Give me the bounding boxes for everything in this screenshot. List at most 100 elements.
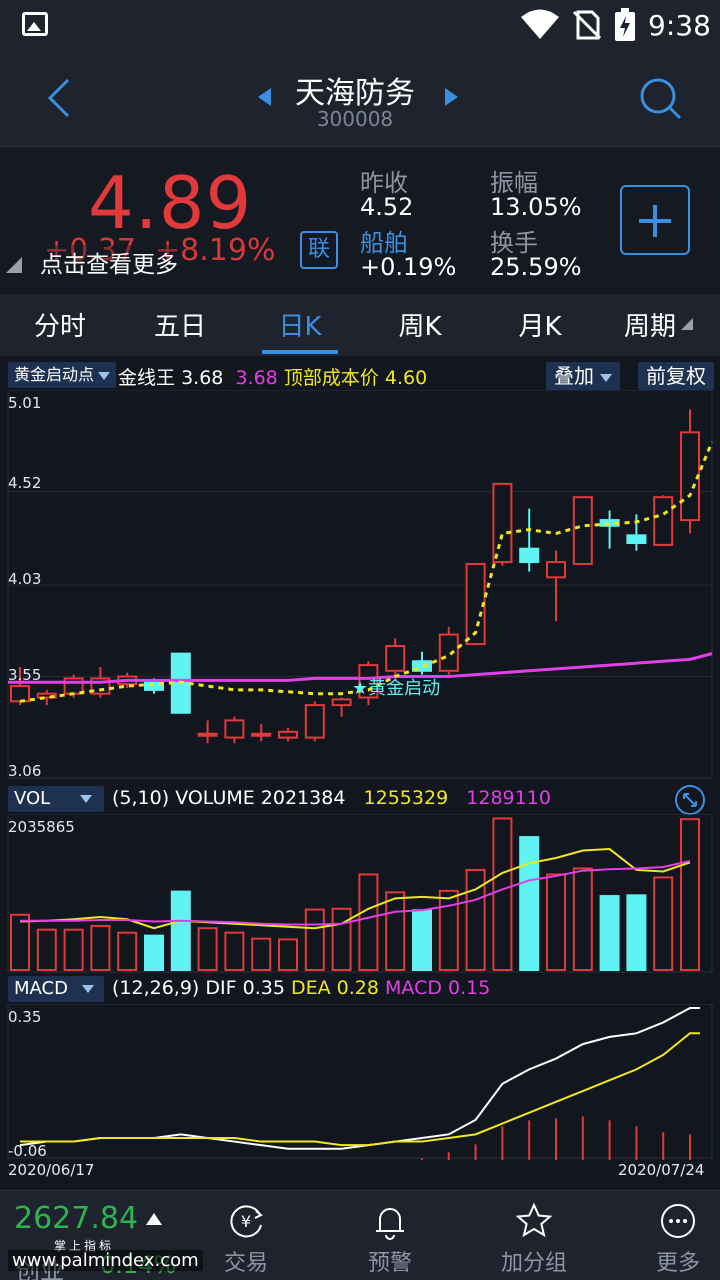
- back-arrow-icon[interactable]: [42, 78, 78, 118]
- chart-frame: [7, 390, 713, 779]
- expand-corner-icon[interactable]: [6, 257, 22, 273]
- next-stock-icon[interactable]: [444, 88, 458, 106]
- volume-bar: [10, 913, 30, 971]
- candle-body: [331, 698, 352, 707]
- tab-weekly-k[interactable]: 周K: [398, 312, 442, 342]
- vol-ma10-line: [20, 860, 691, 926]
- nav-add-group-label: 加分组: [500, 1251, 567, 1276]
- quote-panel[interactable]: 4.89 +0.37 +8.19% 点击查看更多 联 昨收 4.52 船舶 +0…: [0, 146, 720, 292]
- volume-bar: [572, 867, 593, 971]
- tab-intraday[interactable]: 分时: [33, 312, 86, 342]
- candle-body: [278, 730, 298, 739]
- volume-bar: [331, 907, 352, 971]
- candle-body: [36, 692, 57, 699]
- macd-params: (12,26,9): [112, 977, 200, 999]
- index-value[interactable]: 2627.84: [14, 1201, 139, 1236]
- tab-period[interactable]: 周期: [623, 312, 676, 342]
- volume-bar: [358, 873, 379, 972]
- tab-five-day[interactable]: 五日: [153, 312, 206, 342]
- lian-button[interactable]: 联: [300, 231, 338, 269]
- tab-daily-k[interactable]: 日K: [278, 312, 322, 342]
- nav-more[interactable]: 更多: [628, 1201, 720, 1277]
- candle-body: [251, 732, 272, 737]
- top-cost-label: 顶部成本价: [283, 367, 379, 389]
- index-brand-label: 掌上指标: [54, 1239, 115, 1253]
- prev-stock-icon[interactable]: [258, 88, 272, 106]
- macd-select-label: MACD: [14, 978, 68, 999]
- nav-add-group[interactable]: 加分组: [484, 1201, 584, 1277]
- candle-body: [197, 732, 218, 737]
- stock-name: 天海防务: [295, 76, 415, 111]
- jxw-value: 3.68: [181, 367, 224, 389]
- vol-ma5-value: 1255329: [363, 787, 449, 809]
- wifi-icon: [521, 9, 559, 39]
- volume-params: (5,10): [112, 787, 170, 809]
- overlay-button-label: 叠加: [554, 364, 594, 388]
- top-cost-value: 4.60: [384, 367, 428, 389]
- candle-body: [438, 633, 459, 672]
- period-caret-icon: [681, 318, 693, 330]
- stock-code: 300008: [316, 107, 394, 131]
- active-tab-indicator: [262, 350, 338, 354]
- price-axis-label-bottom: 3.06: [8, 762, 42, 780]
- price-axis-label-4: 3.55: [8, 666, 42, 684]
- adjust-button[interactable]: 前复权: [638, 362, 714, 390]
- candle-body: [304, 704, 325, 739]
- candle-body: [653, 496, 674, 546]
- overlay-button[interactable]: 叠加: [546, 362, 620, 390]
- volume-axis-label: 2035865: [8, 818, 75, 836]
- main-indicator-row: 黄金启动点 金线王 3.68 3.68 顶部成本价 4.60 叠加 前复权: [0, 360, 720, 390]
- macd-indicator-row: MACD (12,26,9) DIF 0.35 DEA 0.28 MACD 0.…: [0, 974, 720, 1004]
- turnover-value: 25.59%: [490, 253, 582, 281]
- volume-chart[interactable]: [0, 814, 720, 974]
- status-bar: 9:38: [0, 0, 720, 50]
- jxw-label: 金线王: [118, 367, 176, 389]
- stock-header: 天海防务 300008: [0, 50, 720, 146]
- add-watchlist-button[interactable]: [620, 185, 690, 255]
- volume-bar: [680, 818, 700, 972]
- volume-bar: [144, 934, 164, 971]
- macd-chart[interactable]: [0, 1004, 720, 1160]
- cost-line: [8, 652, 713, 684]
- nav-alert[interactable]: 预警: [340, 1201, 440, 1277]
- tab-monthly-k[interactable]: 月K: [518, 312, 562, 342]
- volume-indicator-select[interactable]: VOL: [8, 786, 104, 812]
- candlestick-chart[interactable]: [0, 390, 720, 780]
- volume-label: VOLUME: [175, 787, 255, 809]
- magenta-value: 3.68: [235, 367, 278, 389]
- amplitude-value: 13.05%: [490, 193, 582, 221]
- candle-body: [546, 561, 566, 579]
- turnover-label: 换手: [490, 229, 538, 257]
- last-price: 4.89: [88, 161, 253, 245]
- search-icon[interactable]: [638, 76, 682, 120]
- clock: 9:38: [648, 9, 711, 42]
- volume-bar: [599, 895, 620, 971]
- main-indicator-select[interactable]: 黄金启动点: [8, 362, 117, 388]
- fullscreen-icon[interactable]: [674, 784, 706, 816]
- view-more-hint[interactable]: 点击查看更多: [40, 245, 178, 279]
- volume-bar: [519, 836, 540, 971]
- jxw-line: [19, 441, 714, 703]
- candle-body: [626, 534, 647, 544]
- macd-indicator-values: (12,26,9) DIF 0.35 DEA 0.28 MACD 0.15: [112, 977, 490, 999]
- volume-bar: [626, 894, 647, 971]
- change-amount: +0.37: [44, 233, 136, 268]
- star-icon: [515, 1202, 553, 1238]
- watermark: www.palmindex.com: [8, 1250, 203, 1271]
- volume-bar: [117, 931, 138, 972]
- nav-more-label: 更多: [655, 1251, 700, 1276]
- volume-bar: [36, 928, 57, 971]
- nav-trade[interactable]: ¥ 交易: [196, 1201, 296, 1277]
- bell-icon: [376, 1208, 404, 1240]
- date-start-label: 2020/06/17: [8, 1161, 95, 1179]
- sector-label[interactable]: 船舶: [360, 229, 408, 257]
- macd-label: MACD: [385, 977, 442, 999]
- volume-bar: [546, 873, 566, 972]
- macd-axis-label-top: 0.35: [8, 1008, 42, 1026]
- macd-indicator-select[interactable]: MACD: [8, 976, 104, 1002]
- candle-body: [572, 496, 593, 565]
- dropdown-arrow-icon: [600, 373, 612, 382]
- volume-bar: [412, 909, 432, 971]
- dif-label: DIF: [205, 977, 237, 999]
- trade-icon: ¥: [230, 1205, 263, 1238]
